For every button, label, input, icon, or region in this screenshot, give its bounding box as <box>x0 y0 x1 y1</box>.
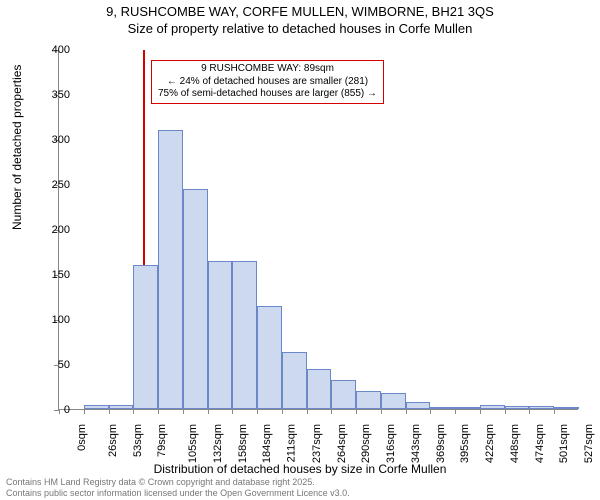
xtick-label: 211sqm <box>285 424 297 462</box>
x-axis-label: Distribution of detached houses by size … <box>0 462 600 476</box>
xtick-mark <box>406 409 407 414</box>
histogram-bar <box>282 352 307 409</box>
ytick-label: 0 <box>64 404 70 416</box>
xtick-label: 422sqm <box>484 424 496 463</box>
xtick-mark <box>59 409 60 414</box>
xtick-label: 290sqm <box>361 424 373 463</box>
xtick-label: 79sqm <box>156 424 168 457</box>
chart-area: 9 RUSHCOMBE WAY: 89sqm ← 24% of detached… <box>58 50 578 410</box>
xtick-label: 343sqm <box>410 424 422 463</box>
histogram-bar <box>430 407 455 409</box>
xtick-mark <box>84 409 85 414</box>
xtick-label: 264sqm <box>336 424 348 463</box>
ytick-label: 400 <box>52 44 70 56</box>
histogram-bar <box>406 402 431 409</box>
xtick-mark <box>232 409 233 414</box>
histogram-bar <box>232 261 257 410</box>
histogram-bar <box>307 369 332 410</box>
histogram-bar <box>158 130 183 409</box>
histogram-bar <box>529 406 554 409</box>
y-axis-label: Number of detached properties <box>10 65 24 230</box>
histogram-bar <box>331 380 356 409</box>
histogram-bar <box>381 393 406 409</box>
xtick-label: 474sqm <box>534 424 546 463</box>
xtick-mark <box>282 409 283 414</box>
ytick-label: 350 <box>52 89 70 101</box>
histogram-bar <box>208 261 233 410</box>
histogram-bar <box>480 405 505 409</box>
footer-line-2: Contains public sector information licen… <box>6 488 350 498</box>
annotation-box: 9 RUSHCOMBE WAY: 89sqm ← 24% of detached… <box>151 60 384 104</box>
xtick-label: 501sqm <box>559 424 571 463</box>
plot-region: 9 RUSHCOMBE WAY: 89sqm ← 24% of detached… <box>58 50 578 410</box>
xtick-label: 448sqm <box>509 424 521 463</box>
histogram-bar <box>554 407 579 409</box>
histogram-bar <box>455 407 480 409</box>
xtick-mark <box>158 409 159 414</box>
xtick-mark <box>430 409 431 414</box>
xtick-label: 527sqm <box>583 424 595 463</box>
histogram-bar <box>356 391 381 409</box>
xtick-mark <box>529 409 530 414</box>
title-line-1: 9, RUSHCOMBE WAY, CORFE MULLEN, WIMBORNE… <box>0 4 600 21</box>
xtick-mark <box>183 409 184 414</box>
ytick-label: 50 <box>58 359 70 371</box>
xtick-mark <box>109 409 110 414</box>
ytick-label: 200 <box>52 224 70 236</box>
histogram-bar <box>84 405 109 410</box>
xtick-label: 53sqm <box>132 424 144 457</box>
xtick-mark <box>505 409 506 414</box>
annotation-line-1: 9 RUSHCOMBE WAY: 89sqm <box>158 63 377 76</box>
histogram-bar <box>257 306 282 410</box>
ytick-label: 100 <box>52 314 70 326</box>
xtick-mark <box>307 409 308 414</box>
xtick-label: 158sqm <box>237 424 249 463</box>
footer-line-1: Contains HM Land Registry data © Crown c… <box>6 477 350 487</box>
xtick-label: 184sqm <box>261 424 273 463</box>
xtick-mark <box>480 409 481 414</box>
annotation-line-2: ← 24% of detached houses are smaller (28… <box>158 76 377 89</box>
xtick-mark <box>356 409 357 414</box>
title-line-2: Size of property relative to detached ho… <box>0 21 600 38</box>
histogram-bar <box>133 265 158 409</box>
xtick-label: 316sqm <box>385 424 397 463</box>
histogram-bar <box>109 405 134 410</box>
ytick-label: 250 <box>52 179 70 191</box>
ytick-label: 300 <box>52 134 70 146</box>
ytick-label: 150 <box>52 269 70 281</box>
annotation-line-3: 75% of semi-detached houses are larger (… <box>158 88 377 101</box>
footer-attribution: Contains HM Land Registry data © Crown c… <box>6 477 350 498</box>
xtick-mark <box>208 409 209 414</box>
xtick-mark <box>257 409 258 414</box>
xtick-mark <box>381 409 382 414</box>
xtick-label: 132sqm <box>212 424 224 463</box>
histogram-bar <box>183 189 208 410</box>
xtick-label: 237sqm <box>311 424 323 463</box>
xtick-mark <box>133 409 134 414</box>
chart-title-block: 9, RUSHCOMBE WAY, CORFE MULLEN, WIMBORNE… <box>0 0 600 38</box>
xtick-mark <box>455 409 456 414</box>
xtick-label: 26sqm <box>107 424 119 457</box>
xtick-label: 369sqm <box>435 424 447 463</box>
xtick-mark <box>331 409 332 414</box>
xtick-label: 395sqm <box>460 424 472 463</box>
xtick-label: 105sqm <box>187 424 199 463</box>
xtick-label: 0sqm <box>76 424 88 451</box>
xtick-mark <box>554 409 555 414</box>
histogram-bar <box>505 406 530 409</box>
